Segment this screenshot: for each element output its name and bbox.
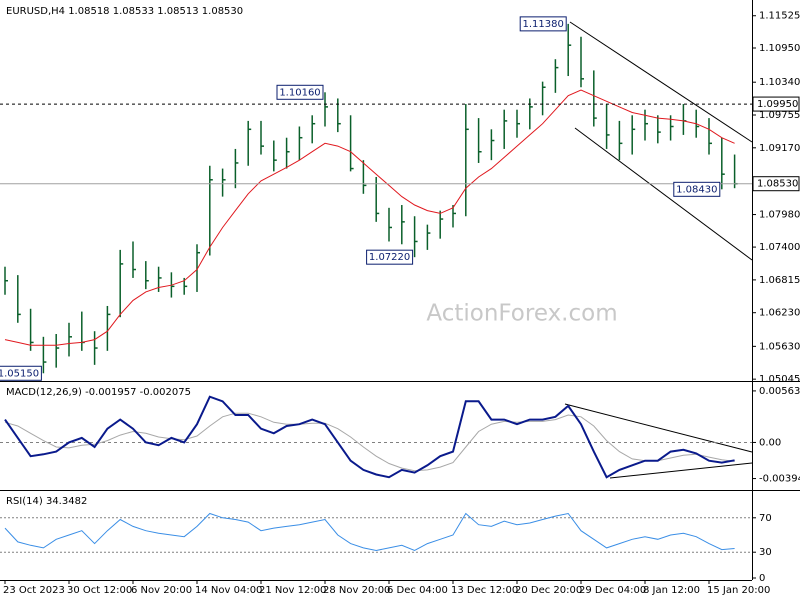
- y-tick-label: 0: [759, 573, 765, 584]
- y-tick-label: -0.003949: [759, 474, 800, 485]
- x-tick-label: 8 Jan 12:00: [643, 585, 700, 596]
- x-tick-label: 21 Nov 12:00: [259, 585, 326, 596]
- y-tick-label: 1.06230: [759, 308, 800, 319]
- macd-line: [4, 412, 735, 472]
- annotation-box: [366, 249, 414, 265]
- annotation-box: [276, 84, 324, 100]
- x-tick-label: 13 Dec 12:00: [451, 585, 518, 596]
- price-box: [752, 96, 800, 112]
- watermark: ActionForex.com: [426, 301, 617, 327]
- x-tick-label: 15 Jan 20:00: [707, 585, 770, 596]
- price-box: [752, 176, 800, 192]
- annotation-label: 1.07220: [369, 252, 410, 263]
- x-tick-label: 29 Dec 04:00: [579, 585, 646, 596]
- panel-title: EURUSD,H4 1.08518 1.08533 1.08513 1.0853…: [6, 6, 243, 17]
- y-tick-label: 1.05630: [759, 341, 800, 352]
- annotation-label: 1.05150: [0, 368, 39, 379]
- x-tick-label: 28 Nov 20:00: [323, 585, 390, 596]
- price-box-label: 1.09950: [757, 99, 798, 110]
- panel-title: MACD(12,26,9) -0.001957 -0.002075: [6, 387, 191, 398]
- annotation-label: 1.08430: [676, 184, 717, 195]
- y-tick-label: 1.06815: [759, 275, 800, 286]
- x-tick-label: 6 Dec 04:00: [387, 585, 448, 596]
- panel-title: RSI(14) 34.3482: [6, 496, 87, 507]
- macd-line: [4, 395, 735, 479]
- annotation-label: 1.10160: [279, 87, 320, 98]
- x-tick-label: 6 Nov 20:00: [131, 585, 192, 596]
- y-tick-label: 1.11525: [759, 11, 800, 22]
- annotation-box: [519, 16, 567, 32]
- price-box-label: 1.08530: [757, 179, 798, 190]
- y-tick-label: 0.005635: [759, 386, 800, 397]
- y-tick-label: 1.07980: [759, 210, 800, 221]
- x-tick-label: 20 Dec 20:00: [515, 585, 582, 596]
- y-tick-label: 1.07400: [759, 242, 800, 253]
- trend-channel: [569, 21, 753, 143]
- y-tick-label: 70: [759, 513, 772, 524]
- x-tick-label: 14 Nov 04:00: [195, 585, 262, 596]
- y-tick-label: 1.05045: [759, 374, 800, 385]
- annotation-label: 1.11380: [523, 19, 564, 30]
- annotation-box: [673, 181, 721, 197]
- y-tick-label: 1.10950: [759, 43, 800, 54]
- annotation-box: [0, 365, 42, 381]
- x-tick-label: 30 Oct 12:00: [67, 585, 132, 596]
- trend-line: [609, 462, 753, 479]
- y-tick-label: 30: [759, 547, 772, 558]
- trend-channel: [574, 127, 753, 261]
- y-tick-label: 1.09755: [759, 110, 800, 121]
- y-tick-label: 1.10340: [759, 77, 800, 88]
- rsi-line: [4, 512, 735, 552]
- y-tick-label: 1.09170: [759, 143, 800, 154]
- x-tick-label: 23 Oct 2023: [3, 585, 65, 596]
- y-tick-label: 0.00: [759, 437, 781, 448]
- trend-line: [564, 403, 753, 453]
